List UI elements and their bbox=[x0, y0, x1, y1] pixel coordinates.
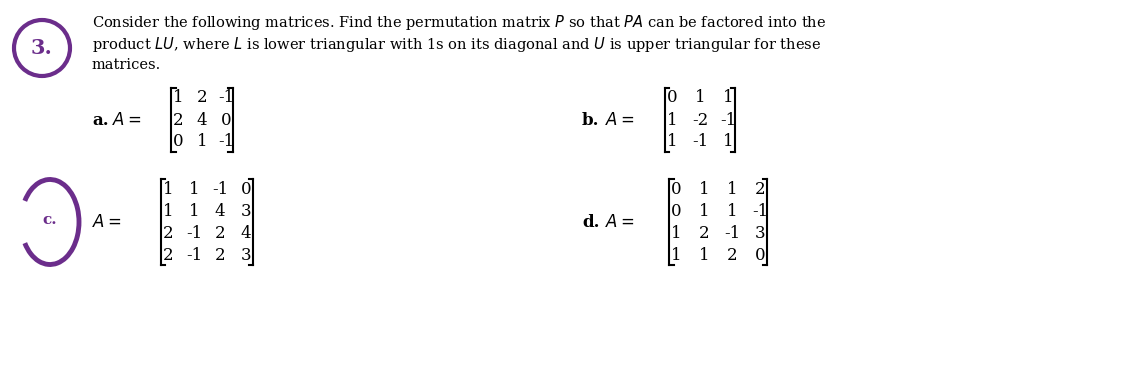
Text: 2: 2 bbox=[163, 225, 173, 242]
Text: -1: -1 bbox=[185, 225, 202, 242]
Text: 1: 1 bbox=[723, 134, 733, 151]
Text: 1: 1 bbox=[671, 225, 681, 242]
Text: 0: 0 bbox=[220, 111, 232, 128]
Text: -1: -1 bbox=[692, 134, 709, 151]
Text: 1: 1 bbox=[727, 202, 737, 219]
Text: product $LU$, where $L$ is lower triangular with 1s on its diagonal and $U$ is u: product $LU$, where $L$ is lower triangu… bbox=[92, 34, 822, 54]
Text: c.: c. bbox=[43, 213, 58, 227]
Text: 2: 2 bbox=[163, 246, 173, 263]
Text: -1: -1 bbox=[212, 181, 228, 198]
Text: 2: 2 bbox=[173, 111, 183, 128]
Text: 0: 0 bbox=[671, 181, 681, 198]
Text: a.: a. bbox=[92, 111, 108, 128]
Text: 1: 1 bbox=[698, 202, 710, 219]
Text: 2: 2 bbox=[197, 90, 207, 107]
Text: 4: 4 bbox=[197, 111, 207, 128]
Text: 1: 1 bbox=[163, 181, 173, 198]
Text: -1: -1 bbox=[724, 225, 740, 242]
Text: 4: 4 bbox=[215, 202, 225, 219]
Text: 1: 1 bbox=[163, 202, 173, 219]
Text: $A =$: $A =$ bbox=[605, 213, 635, 231]
Text: -1: -1 bbox=[185, 246, 202, 263]
Text: 2: 2 bbox=[755, 181, 765, 198]
Text: 4: 4 bbox=[241, 225, 251, 242]
Text: 3: 3 bbox=[241, 246, 251, 263]
Text: 2: 2 bbox=[215, 246, 225, 263]
Text: 1: 1 bbox=[723, 90, 733, 107]
Text: Consider the following matrices. Find the permutation matrix $P$ so that $PA$ ca: Consider the following matrices. Find th… bbox=[92, 13, 826, 31]
Text: $A =$: $A =$ bbox=[605, 111, 635, 128]
Text: d.: d. bbox=[582, 213, 600, 231]
Text: 0: 0 bbox=[173, 134, 183, 151]
Text: $A =$: $A =$ bbox=[112, 111, 141, 128]
Text: 0: 0 bbox=[667, 90, 677, 107]
Text: 1: 1 bbox=[189, 181, 199, 198]
Text: 1: 1 bbox=[189, 202, 199, 219]
Text: 0: 0 bbox=[671, 202, 681, 219]
Text: 0: 0 bbox=[755, 246, 765, 263]
Text: 2: 2 bbox=[727, 246, 737, 263]
Text: 1: 1 bbox=[197, 134, 207, 151]
Text: 3: 3 bbox=[755, 225, 765, 242]
Text: $A =$: $A =$ bbox=[92, 213, 122, 231]
Text: 1: 1 bbox=[698, 181, 710, 198]
Text: 1: 1 bbox=[667, 134, 677, 151]
Text: 3.: 3. bbox=[31, 38, 53, 58]
Text: 2: 2 bbox=[698, 225, 710, 242]
Text: -1: -1 bbox=[218, 134, 234, 151]
Text: 1: 1 bbox=[667, 111, 677, 128]
Text: 1: 1 bbox=[695, 90, 705, 107]
Text: 1: 1 bbox=[727, 181, 737, 198]
Text: -1: -1 bbox=[720, 111, 736, 128]
Text: -1: -1 bbox=[751, 202, 768, 219]
Text: matrices.: matrices. bbox=[92, 58, 162, 72]
Text: -2: -2 bbox=[692, 111, 709, 128]
Text: 1: 1 bbox=[671, 246, 681, 263]
Text: 0: 0 bbox=[241, 181, 251, 198]
Text: 3: 3 bbox=[241, 202, 251, 219]
Text: -1: -1 bbox=[218, 90, 234, 107]
Text: 1: 1 bbox=[173, 90, 183, 107]
Text: b.: b. bbox=[582, 111, 600, 128]
Text: 2: 2 bbox=[215, 225, 225, 242]
Text: 1: 1 bbox=[698, 246, 710, 263]
